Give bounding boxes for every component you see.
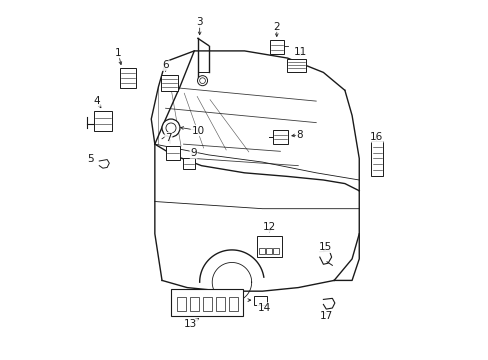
Text: 16: 16 [369,132,382,142]
Bar [203,297,211,311]
Bar [165,146,180,160]
Bar [216,297,224,311]
Text: 15: 15 [318,242,331,252]
Bar [257,235,282,257]
Text: 2: 2 [273,22,280,32]
Text: 9: 9 [190,148,197,158]
Bar [272,130,287,144]
Text: 17: 17 [319,311,332,321]
Text: 14: 14 [257,303,270,313]
Bar [265,248,271,254]
Bar [258,248,264,254]
Text: 4: 4 [93,96,100,106]
Bar [171,289,242,316]
Bar [371,140,382,176]
Bar [160,75,178,91]
Bar [120,68,136,87]
Bar [94,111,112,131]
Circle shape [162,119,180,137]
Text: 13: 13 [183,319,197,329]
Text: 6: 6 [162,60,168,70]
Text: 12: 12 [263,222,276,231]
Text: 8: 8 [296,130,303,140]
Bar [183,158,194,169]
Circle shape [199,78,205,84]
Bar [254,296,266,305]
Text: 7: 7 [165,133,171,143]
Bar [190,297,199,311]
Text: 1: 1 [115,48,122,58]
Bar [286,59,306,72]
Bar [228,297,237,311]
Bar [269,40,284,54]
Circle shape [197,76,207,86]
Text: 3: 3 [196,17,203,27]
Bar [177,297,185,311]
Text: 5: 5 [87,154,93,164]
Text: 10: 10 [191,126,204,135]
Bar [273,248,278,254]
Circle shape [165,123,176,133]
Text: 11: 11 [293,46,306,57]
